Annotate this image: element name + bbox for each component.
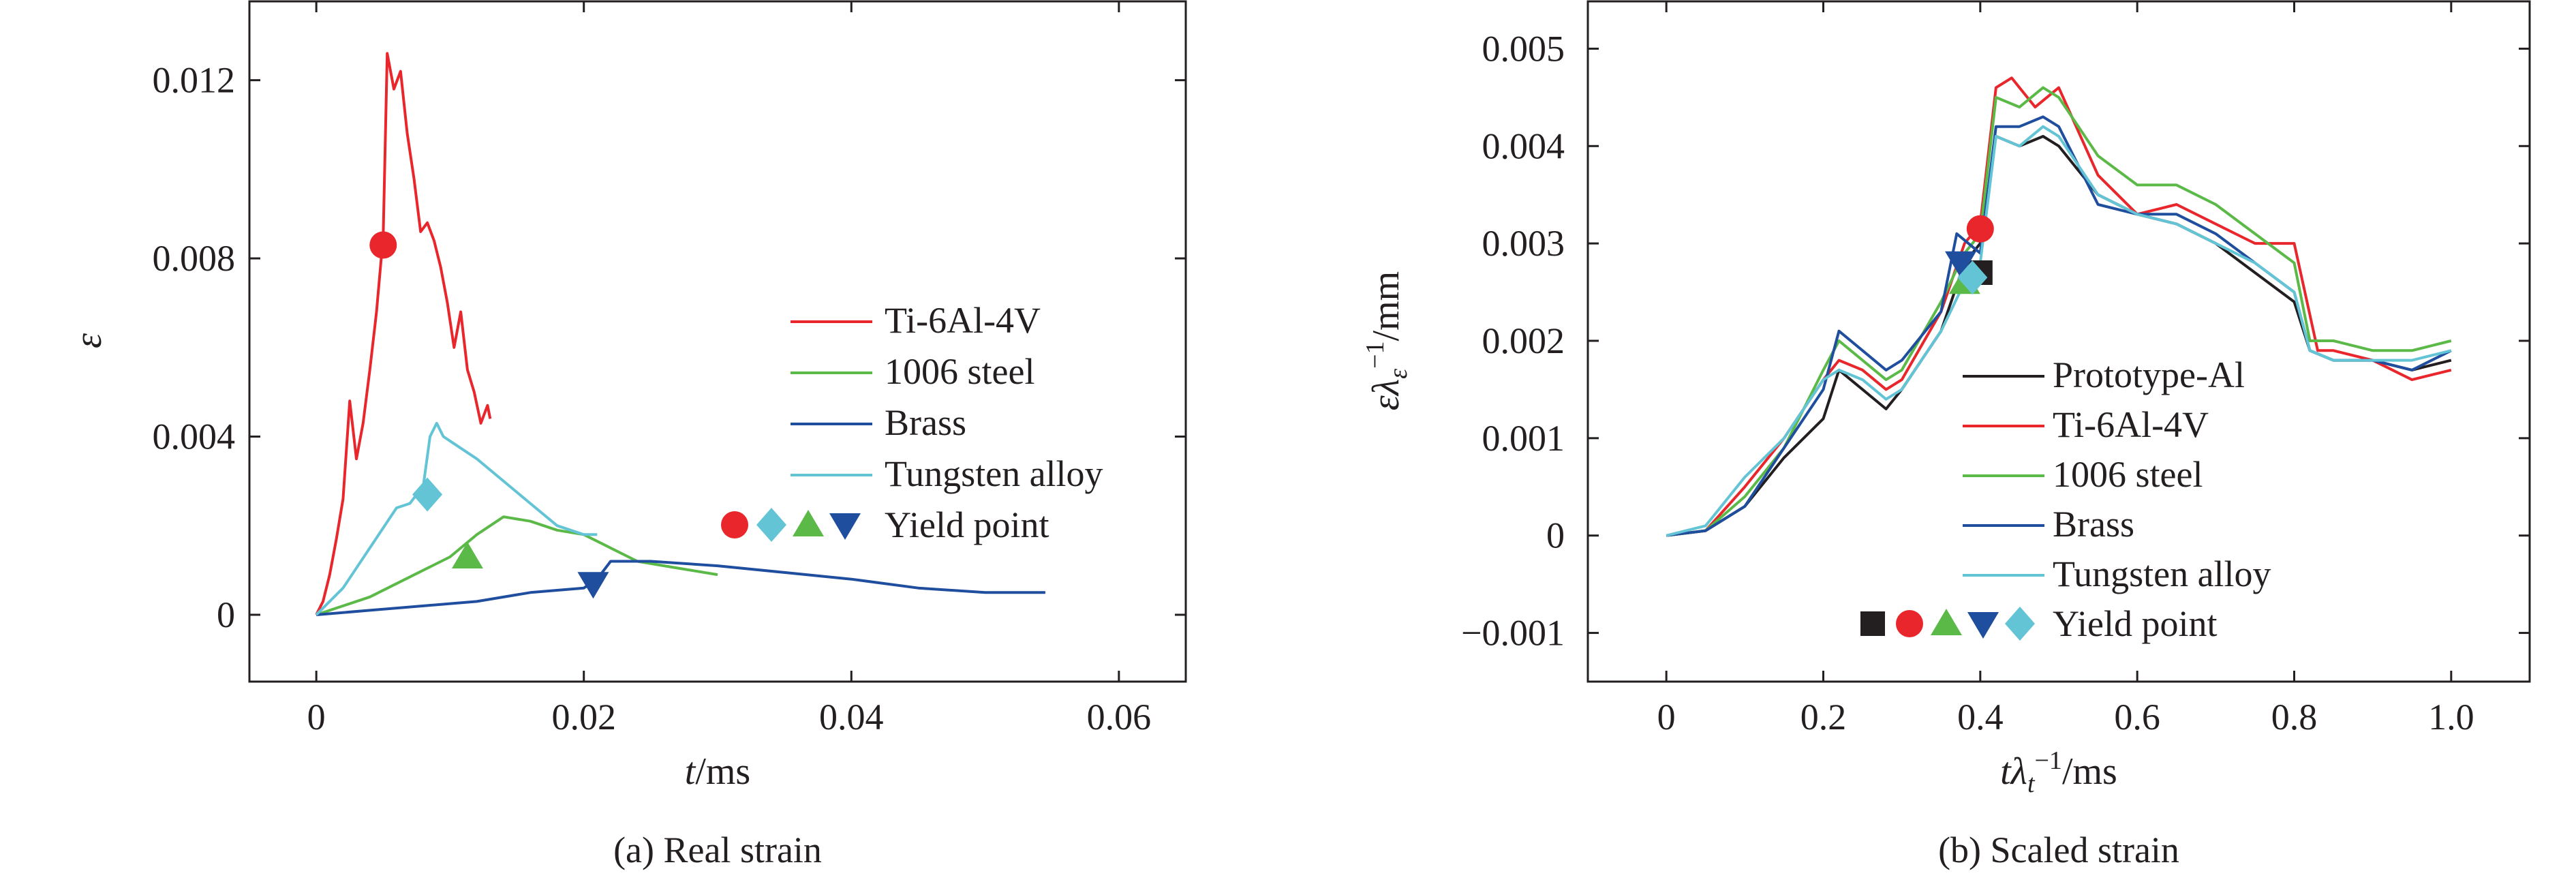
y-tick-label: 0.005 xyxy=(1482,28,1565,69)
chart-panel-a: 0 0.02 0.04 0.06 0 0.004 0.008 0.012 Ti-6Al-4V 10… xyxy=(67,0,1187,870)
x-axis-label: t/ms xyxy=(685,750,750,793)
yield-point-marker xyxy=(412,477,443,512)
yield-point-marker xyxy=(1957,260,1988,295)
x-tick-label: 0.4 xyxy=(1957,697,2004,737)
legend-label: Ti-6Al-4V xyxy=(2053,404,2209,445)
legend-label: Prototype-Al xyxy=(2053,354,2245,395)
yield-point-marker xyxy=(369,231,397,259)
legend-label-yield: Yield point xyxy=(885,504,1049,545)
x-tick-label: 0.06 xyxy=(1087,697,1152,737)
legend-marker xyxy=(2005,607,2035,641)
legend-marker xyxy=(829,513,861,540)
yield-point-marker xyxy=(577,572,609,599)
yield-point-marker xyxy=(1945,251,1977,278)
series-line-brass xyxy=(316,560,1045,616)
yield-point-marker xyxy=(451,541,483,568)
x-tick-label: 0.04 xyxy=(819,697,884,737)
y-tick-label: 0 xyxy=(1546,515,1565,556)
legend-marker xyxy=(721,511,748,538)
legend-marker xyxy=(756,508,786,542)
y-tick-label: 0.004 xyxy=(1482,125,1565,166)
legend-marker xyxy=(1967,612,1999,639)
panel-caption: (a) Real strain xyxy=(613,830,822,870)
chart-panel-b: 0 0.2 0.4 0.6 0.8 1.0 −0.001 0 0.001 0.002 0.003 0.… xyxy=(1361,0,2531,870)
y-tick-label: −0.001 xyxy=(1461,613,1565,654)
panel-caption: (b) Scaled strain xyxy=(1938,830,2179,870)
series-line-1006-steel xyxy=(316,515,718,616)
x-tick-label: 0.2 xyxy=(1800,697,1847,737)
y-tick-label: 0.001 xyxy=(1482,418,1565,459)
series-line-tungsten-alloy xyxy=(315,421,598,616)
series-line-1006-steel xyxy=(1666,86,2452,537)
y-tick-label: 0.004 xyxy=(153,416,236,457)
plot-frame xyxy=(248,0,1187,683)
legend-label: Brass xyxy=(885,402,966,443)
legend-label: Tungsten alloy xyxy=(2053,553,2271,594)
legend-marker xyxy=(793,510,824,536)
y-tick-label: 0.002 xyxy=(1482,320,1565,361)
x-tick-label: 0 xyxy=(1657,697,1676,737)
legend-marker xyxy=(1860,611,1885,636)
y-axis-label: ελε−1/mm xyxy=(1361,271,1413,410)
y-tick-label: 0.003 xyxy=(1482,223,1565,264)
x-tick-label: 0 xyxy=(307,697,326,737)
x-tick-label: 0.02 xyxy=(551,697,616,737)
y-axis-label: ε xyxy=(67,333,110,348)
series-line-ti-6al-4v xyxy=(315,52,492,615)
legend-label: Ti-6Al-4V xyxy=(885,300,1041,341)
legend-label: Brass xyxy=(2053,504,2134,545)
legend-marker xyxy=(1931,609,1962,635)
x-tick-label: 1.0 xyxy=(2428,697,2474,737)
series-line-tungsten-alloy xyxy=(1666,125,2452,537)
legend-label: 1006 steel xyxy=(885,351,1034,392)
y-tick-label: 0.012 xyxy=(153,60,236,101)
legend-label: Tungsten alloy xyxy=(885,453,1103,494)
legend-label: 1006 steel xyxy=(2053,454,2203,495)
y-tick-label: 0.008 xyxy=(153,238,236,279)
legend-marker xyxy=(1896,610,1923,637)
x-axis-label: tλt−1/ms xyxy=(2000,746,2117,798)
x-tick-label: 0.6 xyxy=(2114,697,2160,737)
x-tick-label: 0.8 xyxy=(2271,697,2318,737)
legend-label-yield: Yield point xyxy=(2053,603,2218,644)
y-tick-label: 0 xyxy=(217,594,235,635)
yield-point-marker xyxy=(1966,215,1994,243)
